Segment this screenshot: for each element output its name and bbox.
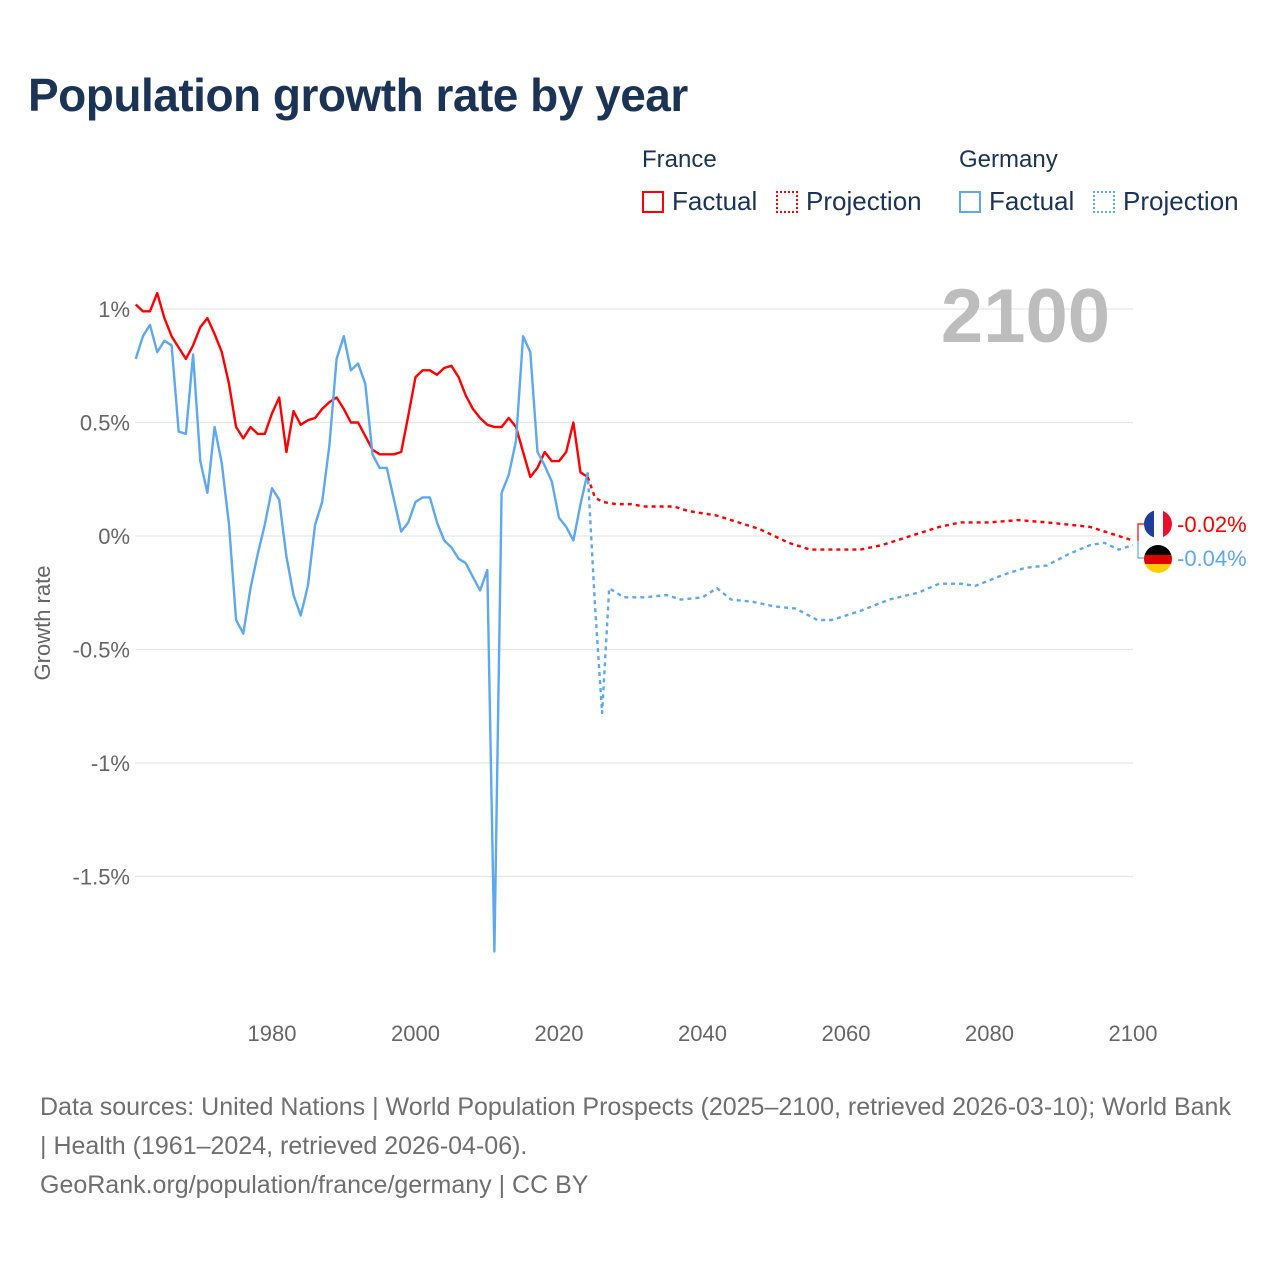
legend-france-factual[interactable]: Factual: [642, 186, 757, 217]
france-end-connector: [1137, 523, 1146, 541]
x-tick-label: 2080: [965, 1021, 1014, 1046]
dotted-swatch-icon: [776, 190, 798, 213]
attribution-link[interactable]: GeoRank.org/population/france/germany | …: [40, 1171, 589, 1199]
legend-france-projection[interactable]: Projection: [776, 186, 922, 217]
x-tick-label: 1980: [248, 1021, 297, 1046]
legend-label: Factual: [989, 186, 1075, 216]
x-tick-label: 2020: [535, 1021, 584, 1046]
y-tick-label: -1.5%: [73, 865, 130, 890]
series-line-france-factual: [134, 291, 589, 479]
dotted-swatch-icon: [1093, 190, 1115, 213]
legend-label: Projection: [806, 186, 922, 216]
germany-end-label: -0.04%: [1177, 546, 1247, 571]
legend-germany-factual[interactable]: Factual: [959, 186, 1074, 217]
legend-label: Factual: [672, 186, 758, 216]
germany-end-connector: [1137, 541, 1146, 559]
legend-group-germany: Germany: [959, 146, 1058, 173]
legend-group-france: France: [642, 146, 717, 173]
legend-label: Projection: [1123, 186, 1239, 216]
x-tick-label: 2040: [678, 1021, 727, 1046]
year-watermark: 2100: [941, 274, 1110, 359]
france-end-label: -0.02%: [1177, 512, 1247, 537]
footer: Data sources: United Nations | World Pop…: [40, 1088, 1240, 1205]
series-line-france-projection: [586, 476, 1134, 551]
solid-swatch-icon: [959, 190, 981, 213]
y-tick-label: 0%: [98, 524, 130, 549]
germany-flag-icon: [1144, 545, 1172, 573]
france-flag-icon: [1144, 510, 1172, 538]
y-axis-label: Growth rate: [30, 566, 55, 681]
x-tick-label: 2100: [1109, 1021, 1158, 1046]
x-tick-label: 2000: [391, 1021, 440, 1046]
data-sources: Data sources: United Nations | World Pop…: [40, 1093, 1231, 1160]
y-tick-label: -0.5%: [73, 638, 130, 663]
x-tick-label: 2060: [822, 1021, 871, 1046]
series-line-germany-projection: [586, 472, 1134, 715]
y-tick-label: 1%: [98, 297, 130, 322]
y-tick-label: 0.5%: [80, 411, 130, 436]
solid-swatch-icon: [642, 190, 664, 213]
chart-title: Population growth rate by year: [28, 69, 688, 121]
y-tick-label: -1%: [91, 751, 130, 776]
series-line-germany-factual: [134, 323, 589, 953]
legend-germany-projection[interactable]: Projection: [1093, 186, 1239, 217]
